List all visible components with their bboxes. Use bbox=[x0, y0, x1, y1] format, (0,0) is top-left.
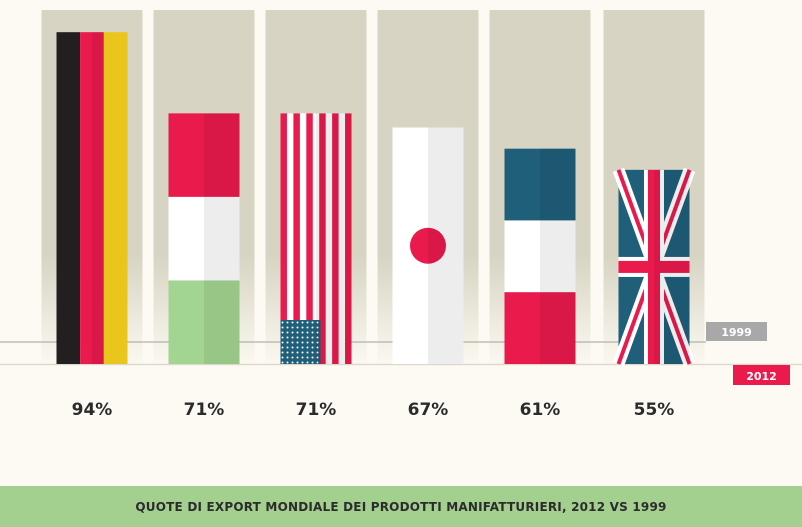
bar-germany bbox=[56, 32, 128, 365]
bar-france bbox=[504, 148, 576, 364]
chart-title-banner: QUOTE DI EXPORT MONDIALE DEI PRODOTTI MA… bbox=[0, 486, 802, 527]
legend-2012-label: 2012 bbox=[746, 370, 777, 383]
legend-1999-box bbox=[706, 322, 767, 341]
legend-2012-box bbox=[733, 365, 790, 385]
data-label-uk: 55% bbox=[634, 400, 675, 420]
bar-japan bbox=[392, 127, 464, 365]
data-label-japan: 67% bbox=[408, 400, 449, 420]
data-label-usa: 71% bbox=[296, 400, 337, 420]
data-label-germany: 94% bbox=[72, 400, 113, 420]
chart: 94% 71% 71% 67% 61% 55% 1999 2012 bbox=[0, 10, 802, 420]
bar-italy bbox=[168, 113, 240, 365]
bar-usa bbox=[280, 113, 352, 365]
legend-1999-label: 1999 bbox=[721, 326, 752, 339]
data-label-france: 61% bbox=[520, 400, 561, 420]
chart-title: QUOTE DI EXPORT MONDIALE DEI PRODOTTI MA… bbox=[135, 499, 667, 514]
data-label-italy: 71% bbox=[184, 400, 225, 420]
bar-uk bbox=[612, 167, 696, 367]
